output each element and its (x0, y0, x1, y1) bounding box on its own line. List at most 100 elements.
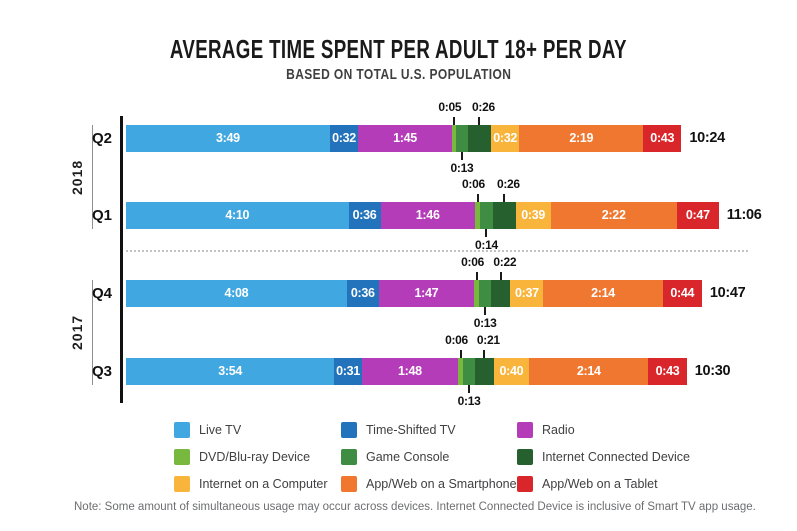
bar-segment-label: 0:44 (670, 286, 695, 300)
bar-segment-tablet (662, 280, 702, 307)
callout-label: 0:26 (496, 177, 520, 191)
bar-segment-time_shifted_tv (348, 202, 381, 229)
bar-segment-smartphone (543, 280, 663, 307)
callout-label: 0:13 (450, 161, 474, 175)
bar-segment-internet_connected (492, 202, 516, 229)
year-bracket (92, 125, 93, 229)
bar-segment-label: 2:14 (576, 364, 601, 378)
legend-swatch-game_console (341, 449, 357, 465)
legend-label: App/Web on a Tablet (542, 477, 658, 491)
legend-swatch-smartphone (341, 476, 357, 492)
bar-segment-tablet (648, 358, 687, 385)
bar-total-label: 10:24 (689, 130, 725, 146)
quarter-label: Q4 (91, 285, 112, 302)
legend-swatch-radio (517, 422, 533, 438)
year-divider-line (126, 250, 748, 252)
legend-swatch-computer (174, 476, 190, 492)
legend-swatch-internet_connected (517, 449, 533, 465)
legend-swatch-tablet (517, 476, 533, 492)
callout-tick (483, 350, 486, 358)
bar-segment-label: 0:39 (521, 208, 546, 222)
bar-segment-live_tv (126, 280, 347, 307)
callout-tick (452, 117, 455, 125)
callout-label: 0:06 (445, 333, 468, 347)
bar-segment-label: 3:49 (215, 131, 240, 145)
bar-segment-computer (493, 358, 530, 385)
callout-label: 0:22 (493, 255, 517, 269)
callout-tick (460, 152, 463, 160)
bar-segment-radio (358, 125, 452, 152)
bar-segment-label: 0:37 (515, 286, 539, 300)
callout-label: 0:14 (475, 238, 498, 252)
quarter-label: Q2 (91, 130, 112, 147)
quarter-label: Q1 (91, 207, 112, 224)
callout-tick (485, 229, 488, 237)
bar-segment-label: 2:19 (569, 131, 594, 145)
footnote: Note: Some amount of simultaneous usage … (74, 501, 756, 513)
bar-segment-label: 0:43 (655, 364, 680, 378)
callout-tick (475, 272, 478, 280)
bar-segment-tablet (676, 202, 719, 229)
quarter-label: Q3 (91, 363, 112, 380)
legend-item-tablet: App/Web on a Tablet (517, 476, 757, 492)
legend-swatch-dvd_bluray (174, 449, 190, 465)
callout-tick (478, 117, 481, 125)
bar-segment-live_tv (126, 358, 335, 385)
bar-segment-label: 0:32 (332, 131, 356, 145)
bar-segment-time_shifted_tv (346, 280, 379, 307)
bar-segment-label: 0:43 (650, 131, 675, 145)
bar-segment-label: 3:54 (218, 364, 243, 378)
bar-segment-game_console (463, 358, 475, 385)
bar-segment-label: 2:14 (591, 286, 615, 300)
chart-title-text: AVERAGE TIME SPENT PER ADULT 18+ PER DAY (169, 34, 627, 64)
bar-segment-live_tv (126, 202, 349, 229)
bar-segment-computer (510, 280, 544, 307)
bar-segment-label: 4:10 (225, 208, 250, 222)
legend-item-internet_connected: Internet Connected Device (517, 449, 757, 465)
callout-tick (468, 385, 471, 393)
bar-segment-radio (380, 202, 475, 229)
bar-segment-label: 1:47 (414, 286, 439, 300)
bar-total-label: 10:47 (709, 285, 746, 301)
bar-segment-label: 1:45 (393, 131, 417, 145)
callout-tick (459, 350, 462, 358)
bar-segment-label: 1:46 (415, 208, 440, 222)
bar-segment-time_shifted_tv (334, 358, 362, 385)
bar-segment-label: 0:36 (352, 208, 377, 222)
year-bracket (92, 280, 93, 385)
bar-segment-dvd_bluray (451, 125, 457, 152)
legend-item-radio: Radio (517, 422, 757, 438)
bar-segment-label: 1:48 (397, 364, 422, 378)
legend-swatch-live_tv (174, 422, 190, 438)
bar-segment-game_console (480, 202, 493, 229)
legend-label: Internet on a Computer (199, 477, 328, 491)
bar-segment-label: 0:31 (336, 364, 360, 378)
bar-segment-time_shifted_tv (329, 125, 359, 152)
bar-segment-smartphone (550, 202, 677, 229)
legend-label: Internet Connected Device (542, 450, 691, 464)
callout-tick (484, 307, 487, 315)
legend-label: DVD/Blu-ray Device (199, 450, 311, 464)
bar-segment-label: 4:08 (224, 286, 249, 300)
callout-label: 0:21 (476, 333, 500, 347)
bar-segment-label: 0:47 (685, 208, 710, 222)
chart-subtitle: BASED ON TOTAL U.S. POPULATION (0, 66, 797, 84)
callout-label: 0:13 (473, 316, 497, 330)
bar-segment-label: 2:22 (601, 208, 626, 222)
legend-label: Radio (542, 423, 575, 437)
bar-segment-dvd_bluray (474, 202, 481, 229)
legend-item-smartphone: App/Web on a Smartphone (341, 476, 517, 492)
bar-segment-smartphone (519, 125, 644, 152)
bar-total-label: 10:30 (694, 363, 731, 379)
bar-segment-live_tv (126, 125, 330, 152)
bar-segment-label: 0:32 (493, 131, 518, 145)
callout-label: 0:26 (472, 100, 495, 114)
bar-segment-radio (361, 358, 458, 385)
bar-segment-label: 0:36 (350, 286, 375, 300)
callout-tick (499, 272, 502, 280)
chart-legend: Live TV Time-Shifted TV Radio DVD/Blu-ray D… (174, 422, 757, 492)
bar-total-label: 11:06 (726, 207, 762, 223)
bar-segment-radio (378, 280, 474, 307)
bar-segment-label: 0:40 (499, 364, 524, 378)
